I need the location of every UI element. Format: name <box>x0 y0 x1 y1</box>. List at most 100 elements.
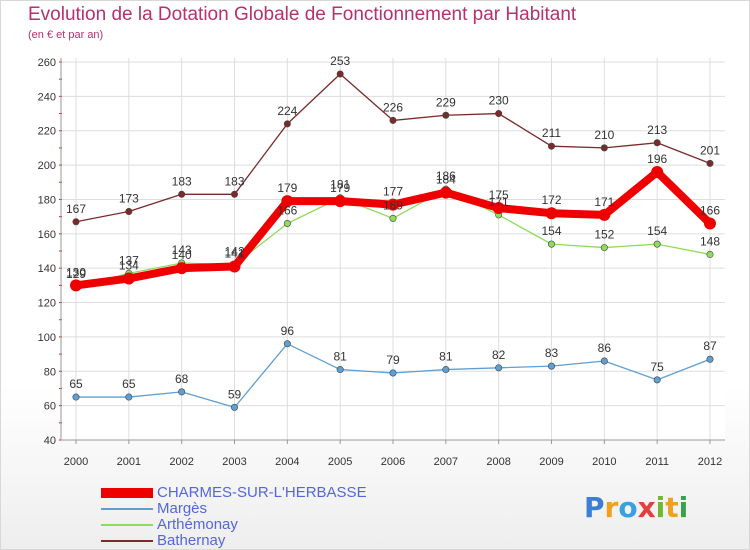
data-label-bathernay-2001: 173 <box>119 191 139 205</box>
data-label-charmes-2007: 184 <box>436 173 456 187</box>
data-label-marges-2008: 82 <box>492 348 506 362</box>
data-label-bathernay-2008: 230 <box>489 94 509 108</box>
point-charmes-2004 <box>281 195 294 208</box>
point-marges-2009 <box>547 362 555 370</box>
y-tick-label-180: 180 <box>38 194 56 206</box>
legend-swatch-marges <box>101 508 153 510</box>
data-label-charmes-2002: 140 <box>172 248 192 262</box>
logo-letter-0: P <box>584 491 605 524</box>
point-marges-2008 <box>495 364 503 372</box>
point-bathernay-2010 <box>600 144 608 152</box>
point-charmes-2001 <box>122 272 135 285</box>
x-tick-label-2003: 2003 <box>222 456 246 468</box>
point-bathernay-2001 <box>125 207 133 215</box>
data-label-bathernay-2012: 201 <box>700 143 720 157</box>
data-label-bathernay-2007: 229 <box>436 95 456 109</box>
point-arthemonay-2006 <box>389 214 397 222</box>
data-label-bathernay-2002: 183 <box>172 174 192 188</box>
x-tick-label-2008: 2008 <box>486 456 510 468</box>
point-arthemonay-2009 <box>547 240 555 248</box>
x-tick-label-2000: 2000 <box>64 456 88 468</box>
data-label-bathernay-2000: 167 <box>66 202 86 216</box>
legend-label-bathernay: Bathernay <box>157 532 226 549</box>
y-tick-label-160: 160 <box>38 229 56 241</box>
point-marges-2001 <box>125 393 133 401</box>
point-arthemonay-2011 <box>653 240 661 248</box>
data-label-bathernay-2009: 211 <box>542 126 561 140</box>
y-tick-label-100: 100 <box>38 332 56 344</box>
x-tick-label-2011: 2011 <box>645 456 669 468</box>
point-charmes-2010 <box>598 208 611 221</box>
point-arthemonay-2010 <box>600 244 608 252</box>
point-marges-2002 <box>178 388 186 396</box>
data-label-charmes-2010: 171 <box>594 195 614 209</box>
data-label-marges-2011: 75 <box>650 360 664 374</box>
data-label-marges-2007: 81 <box>439 350 453 364</box>
point-charmes-2011 <box>651 165 664 178</box>
data-label-marges-2001: 65 <box>122 377 136 391</box>
data-label-charmes-2004: 179 <box>277 181 297 195</box>
logo-letter-4: i <box>655 491 666 524</box>
data-label-bathernay-2010: 210 <box>594 128 614 142</box>
legend-swatch-charmes <box>101 488 153 498</box>
point-bathernay-2009 <box>547 142 555 150</box>
data-label-arthemonay-2003: 142 <box>224 245 244 259</box>
x-tick-label-2005: 2005 <box>328 456 352 468</box>
point-charmes-2005 <box>334 195 347 208</box>
data-label-marges-2003: 59 <box>228 387 242 401</box>
point-marges-2003 <box>231 403 239 411</box>
x-tick-label-2007: 2007 <box>434 456 458 468</box>
point-bathernay-2003 <box>231 190 239 198</box>
data-label-charmes-2003: 141 <box>224 246 244 260</box>
data-label-charmes-2012: 166 <box>700 204 720 218</box>
legend-label-marges: Margès <box>157 500 208 517</box>
proxiti-logo: Proxiti <box>584 491 688 524</box>
point-bathernay-2007 <box>442 111 450 119</box>
data-label-marges-2009: 83 <box>545 346 559 360</box>
data-label-arthemonay-2006: 169 <box>383 198 403 212</box>
x-tick-label-2006: 2006 <box>381 456 405 468</box>
data-label-arthemonay-2008: 171 <box>489 195 509 209</box>
point-marges-2011 <box>653 376 661 384</box>
data-label-marges-2012: 87 <box>703 339 717 353</box>
data-label-charmes-2000: 130 <box>66 265 86 279</box>
logo-letter-1: r <box>604 491 619 524</box>
point-marges-2005 <box>336 366 344 374</box>
data-label-arthemonay-2010: 152 <box>594 228 614 242</box>
point-charmes-2000 <box>70 279 82 292</box>
point-bathernay-2012 <box>706 159 714 167</box>
point-marges-2012 <box>706 355 714 363</box>
data-label-charmes-2008: 175 <box>489 188 509 202</box>
point-marges-2006 <box>389 369 397 377</box>
data-label-marges-2004: 96 <box>281 324 295 338</box>
point-marges-2007 <box>442 366 450 374</box>
y-tick-label-240: 240 <box>38 91 56 103</box>
data-label-arthemonay-2011: 154 <box>647 224 667 238</box>
data-label-bathernay-2005: 253 <box>330 54 350 68</box>
point-marges-2010 <box>600 357 608 365</box>
data-label-charmes-2009: 172 <box>541 193 561 207</box>
y-tick-label-200: 200 <box>38 160 56 172</box>
legend-swatch-bathernay <box>101 540 153 542</box>
y-tick-label-60: 60 <box>44 401 56 413</box>
data-label-charmes-2005: 179 <box>330 181 350 195</box>
point-charmes-2012 <box>704 217 716 230</box>
data-label-arthemonay-2001: 137 <box>119 253 139 267</box>
point-bathernay-2008 <box>495 110 503 118</box>
point-charmes-2002 <box>175 262 188 275</box>
x-tick-label-2009: 2009 <box>539 456 563 468</box>
data-label-arthemonay-2009: 154 <box>541 224 561 238</box>
data-label-arthemonay-2005: 181 <box>330 178 350 192</box>
chart-title: Evolution de la Dotation Globale de Fonc… <box>28 4 577 25</box>
point-bathernay-2004 <box>283 120 291 128</box>
logo-letter-2: o <box>618 491 638 524</box>
data-label-charmes-2006: 177 <box>383 185 403 199</box>
logo-letter-3: x <box>637 491 656 524</box>
point-marges-2000 <box>72 393 80 401</box>
point-charmes-2009 <box>545 207 558 220</box>
legend-label-charmes: CHARMES-SUR-L'HERBASSE <box>157 484 367 501</box>
data-label-arthemonay-2000: 129 <box>66 267 86 281</box>
point-bathernay-2005 <box>336 70 344 78</box>
